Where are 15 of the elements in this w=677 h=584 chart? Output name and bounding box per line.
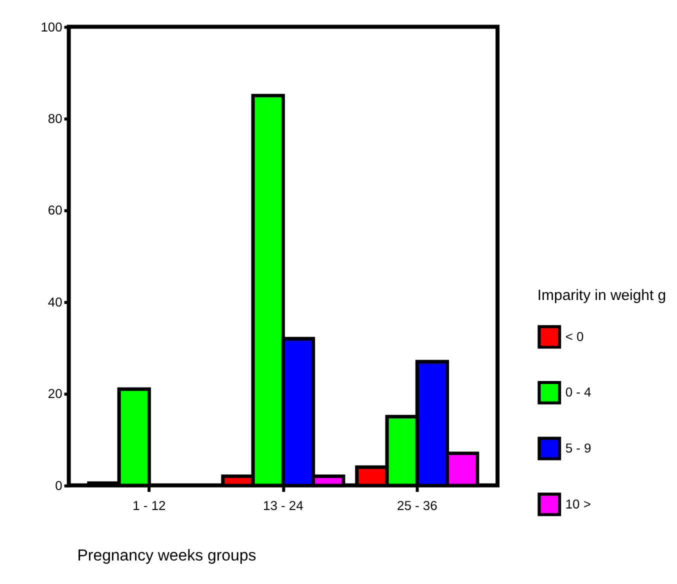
x-tick-label: 25 - 36 [396, 498, 438, 513]
x-axis-title: Pregnancy weeks groups [77, 548, 256, 565]
x-tick-label: 1 - 12 [132, 498, 166, 513]
y-tick-label: 20 [48, 386, 62, 402]
y-tick-label: 40 [48, 294, 62, 310]
legend-label: 10 > [565, 496, 591, 512]
y-tick-label: 80 [48, 110, 62, 126]
x-tick-label: 13 - 24 [263, 498, 304, 513]
legend-title: Imparity in weight g [537, 286, 666, 304]
legend-label: 5 - 9 [565, 440, 592, 456]
y-tick-label: 60 [48, 202, 62, 218]
legend-label: < 0 [565, 328, 584, 344]
y-tick-label: 100 [40, 19, 62, 34]
legend-label: 0 - 4 [565, 384, 592, 400]
y-tick-label: 0 [55, 478, 62, 493]
